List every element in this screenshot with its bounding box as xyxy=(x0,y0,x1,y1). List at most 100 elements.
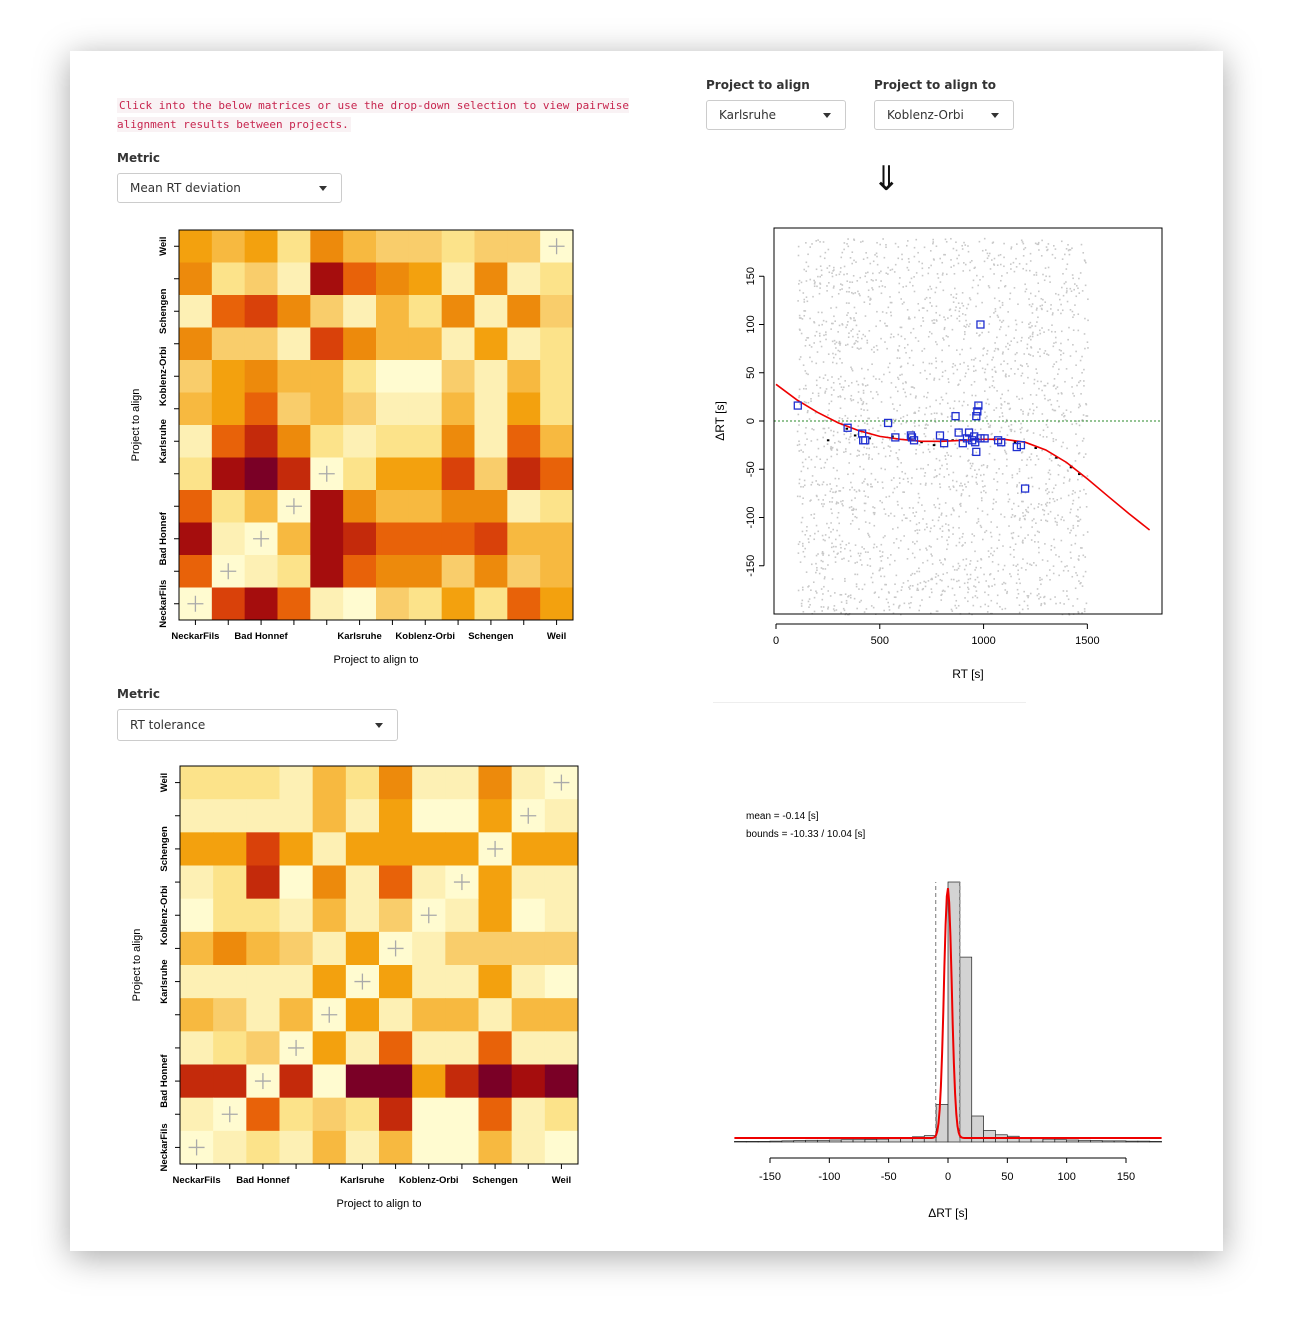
project-to-align-to-select[interactable]: Koblenz-Orbi xyxy=(874,100,1014,130)
heatmap-cell xyxy=(507,295,541,328)
heatmap-cell xyxy=(376,425,410,458)
y-tick-label: 50 xyxy=(745,367,757,379)
heatmap-cell xyxy=(345,1031,380,1065)
y-tick-label: 150 xyxy=(745,267,757,285)
metric1-select[interactable]: Mean RT deviation xyxy=(117,173,342,203)
project-to-align-select[interactable]: Karlsruhe xyxy=(706,100,846,130)
y-tick-label: Bad Honnef xyxy=(158,511,169,565)
heatmap-cell xyxy=(310,587,344,621)
heatmap-cell xyxy=(544,865,579,900)
y-tick-label: Koblenz-Orbi xyxy=(158,346,169,406)
y-tick-label: Karlsruhe xyxy=(159,959,170,1003)
heatmap-cell xyxy=(180,965,214,999)
matched-point xyxy=(920,441,923,444)
x-tick-label: -100 xyxy=(818,1171,840,1183)
chevron-down-icon xyxy=(375,723,383,728)
heatmap-cell xyxy=(478,766,513,800)
heatmap-cell xyxy=(343,230,377,263)
heatmap-cell xyxy=(474,262,508,296)
heatmap-cell xyxy=(345,898,380,933)
scatter-chart[interactable]: 0 500 1000 1500 RT [s] -150 -100 -50 0 50 100 150 ΔR… xyxy=(700,215,1180,695)
anchor-point xyxy=(958,439,967,448)
heatmap-cell xyxy=(379,865,413,900)
heatmap-cell xyxy=(441,457,475,491)
separator xyxy=(713,702,1026,703)
heatmap-cell xyxy=(310,392,344,426)
heatmap-cell xyxy=(376,295,410,328)
heatmap-cell xyxy=(180,931,214,966)
heatmap-cell xyxy=(507,425,541,458)
mean-text: mean = -0.14 [s] xyxy=(746,811,819,822)
heatmap-cell xyxy=(312,1031,347,1065)
heatmap-cell xyxy=(213,931,247,966)
anchor-point xyxy=(939,439,949,448)
anchor-point xyxy=(973,407,982,416)
histogram-bar xyxy=(1090,1140,1103,1143)
heatmap-cell xyxy=(277,327,311,361)
heatmap-cell xyxy=(507,360,541,393)
heatmap-cell xyxy=(474,555,508,588)
anchor-point xyxy=(974,401,983,410)
heatmap-cell xyxy=(277,587,311,621)
heatmap-cell xyxy=(213,998,247,1032)
heatmap-cell xyxy=(279,832,314,866)
down-arrow-icon: ⇓ xyxy=(872,159,901,199)
metric2-select[interactable]: RT tolerance xyxy=(117,709,398,741)
anchor-point xyxy=(883,418,893,428)
heatmap-cell xyxy=(511,898,546,933)
heatmap-cell xyxy=(277,522,311,556)
metric2-label: Metric xyxy=(117,687,160,701)
matrix1-chart[interactable]: NeckarFils Bad Honnef Karlsruhe Koblenz-Orb… xyxy=(120,220,590,680)
plot-frame xyxy=(773,227,1163,615)
heatmap-cell xyxy=(511,1031,546,1065)
anchor-point xyxy=(951,412,960,421)
heatmap-cell xyxy=(211,587,246,621)
heatmap-cell xyxy=(441,360,475,393)
heatmap-cell xyxy=(379,998,413,1032)
histogram-bar xyxy=(734,1141,747,1143)
anchor-point xyxy=(972,447,981,457)
heatmap-cell xyxy=(244,425,278,458)
heatmap-cell xyxy=(213,832,247,866)
heatmap-cell xyxy=(310,262,344,296)
heatmap-cell xyxy=(244,230,278,263)
heatmap-cell xyxy=(474,522,508,556)
heatmap-cell xyxy=(540,392,574,426)
heatmap-cell xyxy=(445,965,479,999)
x-tick-label: 50 xyxy=(1001,1171,1013,1183)
y-axis-label: Project to align xyxy=(131,929,143,1002)
info-text: Click into the below matrices or use the… xyxy=(117,98,629,132)
anchor-point xyxy=(1020,484,1030,493)
heatmap-cell xyxy=(180,898,214,933)
heatmap-cell xyxy=(540,262,574,296)
heatmap-cell xyxy=(343,587,377,621)
heatmap-cell xyxy=(544,1130,579,1165)
heatmap-cell xyxy=(246,931,280,966)
y-tick-label: Karlsruhe xyxy=(158,419,169,463)
metric1-value: Mean RT deviation xyxy=(130,181,241,195)
heatmap-cell xyxy=(507,327,541,361)
histogram-bar xyxy=(983,1130,996,1143)
heatmap-cell xyxy=(478,931,513,966)
heatmap-cell xyxy=(211,295,246,328)
heatmap-cell xyxy=(511,998,546,1032)
heatmap-cell xyxy=(277,392,311,426)
heatmap-cell xyxy=(441,295,475,328)
heatmap-cell xyxy=(213,965,247,999)
heatmap-cell xyxy=(474,360,508,393)
y-tick-label: -150 xyxy=(745,555,757,577)
y-tick-label: 100 xyxy=(745,315,757,333)
heatmap-cell xyxy=(474,425,508,458)
heatmap-cell xyxy=(379,1097,413,1132)
heatmap-cell xyxy=(441,555,475,588)
heatmap-cell xyxy=(474,230,508,263)
y-tick-label: Bad Honnef xyxy=(159,1054,170,1108)
anchor-point xyxy=(972,412,981,421)
background-points xyxy=(796,237,1089,616)
heatmap-cell xyxy=(279,1097,314,1132)
heatmap-cell xyxy=(244,392,278,426)
heatmap-cell xyxy=(511,865,546,900)
heatmap-cell xyxy=(412,1097,446,1132)
matrix2-chart[interactable]: NeckarFils Bad Honnef Karlsruhe Koblenz-Orb… xyxy=(120,755,590,1220)
heatmap-cell xyxy=(478,898,513,933)
